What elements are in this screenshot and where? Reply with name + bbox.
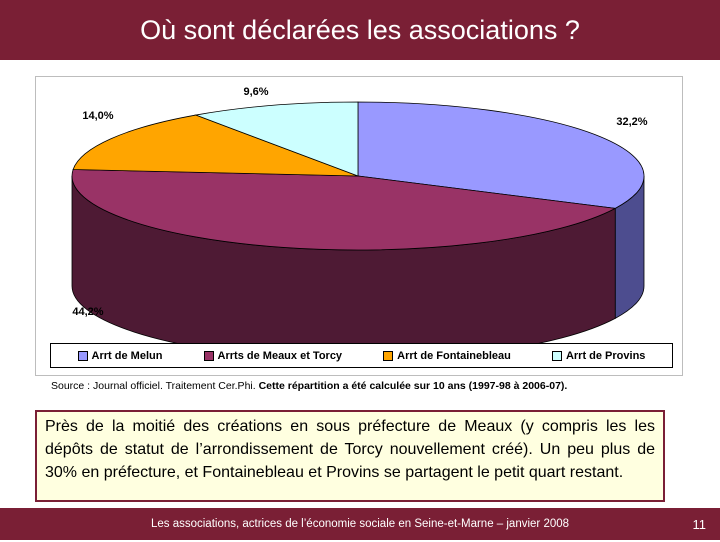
summary-box: Près de la moitié des créations en sous … [35,410,665,502]
legend-item-melun: Arrt de Melun [77,349,163,362]
legend-swatch-melun [77,350,88,361]
source-bold: Cette répartition a été calculée sur 10 … [258,380,568,392]
pie-slice-meaux-torcy [71,169,617,251]
legend-item-provins: Arrt de Provins [551,349,646,362]
page-title: Où sont déclarées les associations ? [140,15,580,45]
legend-swatch-provins [551,350,562,361]
pie-slice-melun [357,101,645,209]
legend-label-fontainebleau: Arrt de Fontainebleau [397,349,511,362]
summary-text: Près de la moitié des créations en sous … [45,418,655,481]
pie-slice-provins [194,101,359,177]
footer-bar [0,508,720,540]
data-label-meaux-torcy: 44,2% [72,306,103,318]
chart-legend: Arrt de Melun Arrts de Meaux et Torcy Arrt… [50,343,673,368]
data-label-provins: 9,6% [243,86,268,98]
chart-frame: 32,2% 44,2% 14,0% 9,6% Arrt de Melun Arrts d… [35,76,683,376]
data-label-fontainebleau: 14,0% [82,110,113,122]
title-bar [0,0,720,60]
legend-swatch-meaux-torcy [203,350,214,361]
legend-label-melun: Arrt de Melun [91,349,163,362]
legend-item-fontainebleau: Arrt de Fontainebleau [383,350,511,362]
source-note: Source : Journal officiel. Traitement Ce… [51,380,567,392]
legend-label-meaux-torcy: Arrts de Meaux et Torcy [217,349,343,362]
pie-slice-fontainebleau [72,114,359,177]
data-label-melun: 32,2% [616,116,647,128]
legend-label-provins: Arrt de Provins [565,349,646,362]
footer-text: Les associations, actrices de l’économie… [150,518,570,530]
source-plain: Source : Journal officiel. Traitement Ce… [51,380,256,392]
pie-chart: 32,2% 44,2% 14,0% 9,6% [71,86,648,361]
legend-item-meaux-torcy: Arrts de Meaux et Torcy [203,349,343,362]
legend-swatch-fontainebleau [383,350,394,361]
page-number: 11 [692,517,707,532]
